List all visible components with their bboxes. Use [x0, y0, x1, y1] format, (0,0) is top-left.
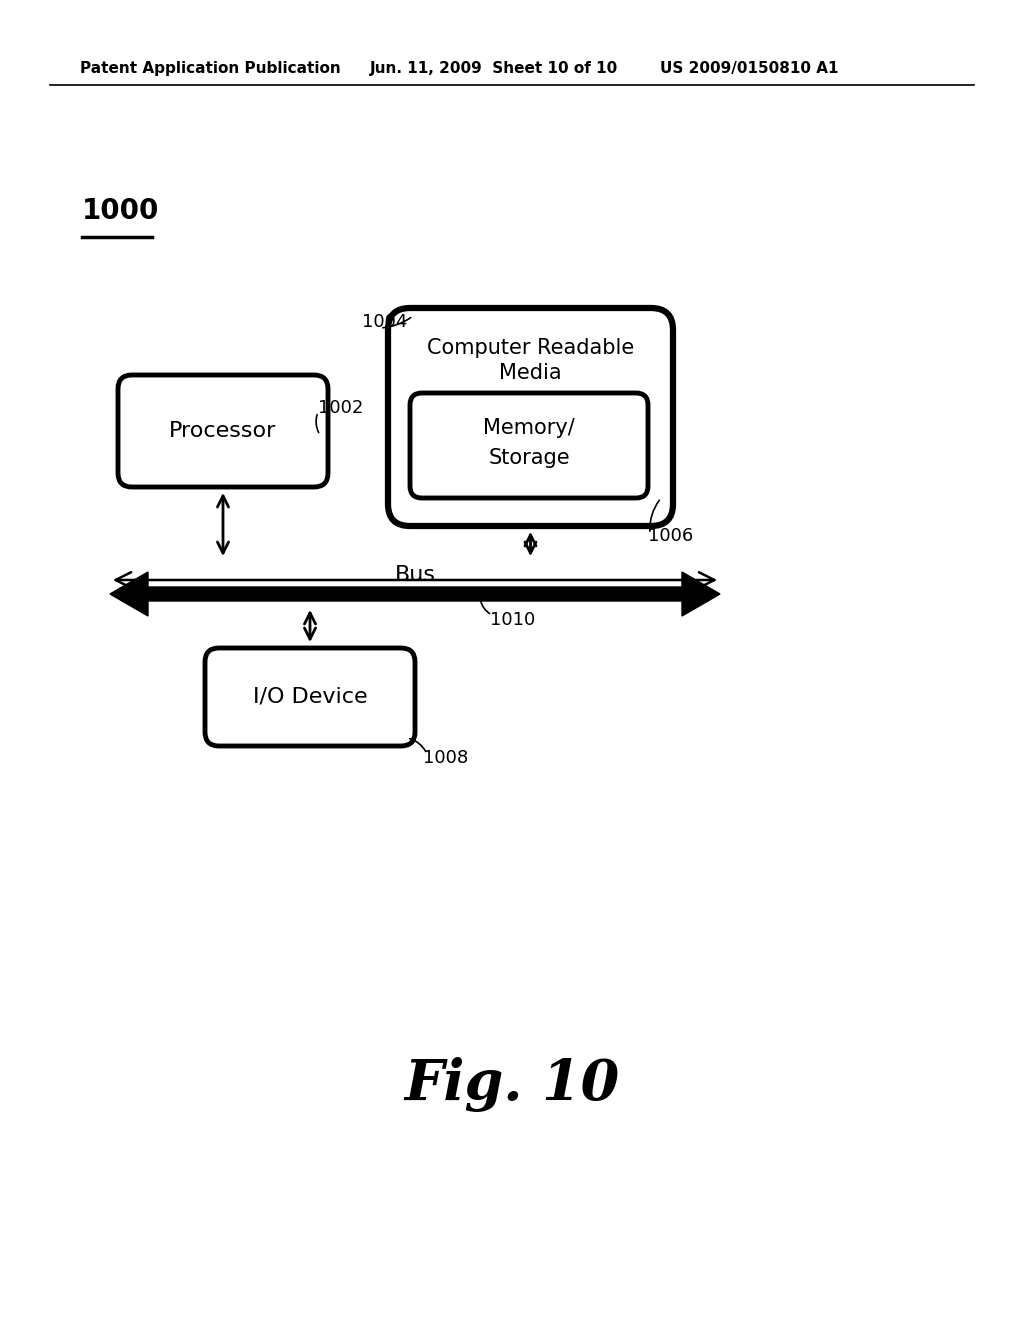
Text: 1010: 1010: [490, 611, 536, 630]
Text: 1002: 1002: [318, 399, 364, 417]
Text: 1000: 1000: [82, 197, 160, 224]
FancyBboxPatch shape: [388, 308, 673, 525]
FancyBboxPatch shape: [118, 375, 328, 487]
Polygon shape: [110, 572, 720, 616]
Text: Processor: Processor: [169, 421, 276, 441]
Text: Media: Media: [499, 363, 562, 383]
Text: Patent Application Publication: Patent Application Publication: [80, 61, 341, 75]
Text: Fig. 10: Fig. 10: [404, 1057, 620, 1113]
Text: Storage: Storage: [488, 447, 569, 469]
Text: Jun. 11, 2009  Sheet 10 of 10: Jun. 11, 2009 Sheet 10 of 10: [370, 61, 618, 75]
Text: Bus: Bus: [394, 565, 435, 585]
FancyBboxPatch shape: [410, 393, 648, 498]
Text: Computer Readable: Computer Readable: [427, 338, 634, 358]
Text: 1008: 1008: [423, 748, 468, 767]
Text: 1004: 1004: [362, 313, 408, 331]
Text: Memory/: Memory/: [483, 418, 574, 438]
Text: I/O Device: I/O Device: [253, 686, 368, 708]
FancyBboxPatch shape: [205, 648, 415, 746]
Text: 1006: 1006: [648, 527, 693, 545]
Text: US 2009/0150810 A1: US 2009/0150810 A1: [660, 61, 839, 75]
